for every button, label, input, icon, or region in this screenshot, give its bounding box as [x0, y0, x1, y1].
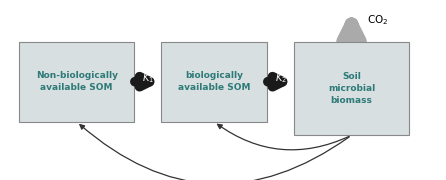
FancyBboxPatch shape — [161, 42, 267, 122]
Text: Soil
microbial
biomass: Soil microbial biomass — [328, 72, 375, 105]
Text: Non-biologically
available SOM: Non-biologically available SOM — [36, 71, 118, 92]
Text: CO$_2$: CO$_2$ — [368, 13, 389, 27]
FancyBboxPatch shape — [294, 42, 409, 135]
Text: $K_2$: $K_2$ — [275, 71, 287, 85]
Text: $K_1$: $K_1$ — [142, 71, 154, 85]
Text: biologically
available SOM: biologically available SOM — [178, 71, 250, 92]
FancyBboxPatch shape — [19, 42, 134, 122]
